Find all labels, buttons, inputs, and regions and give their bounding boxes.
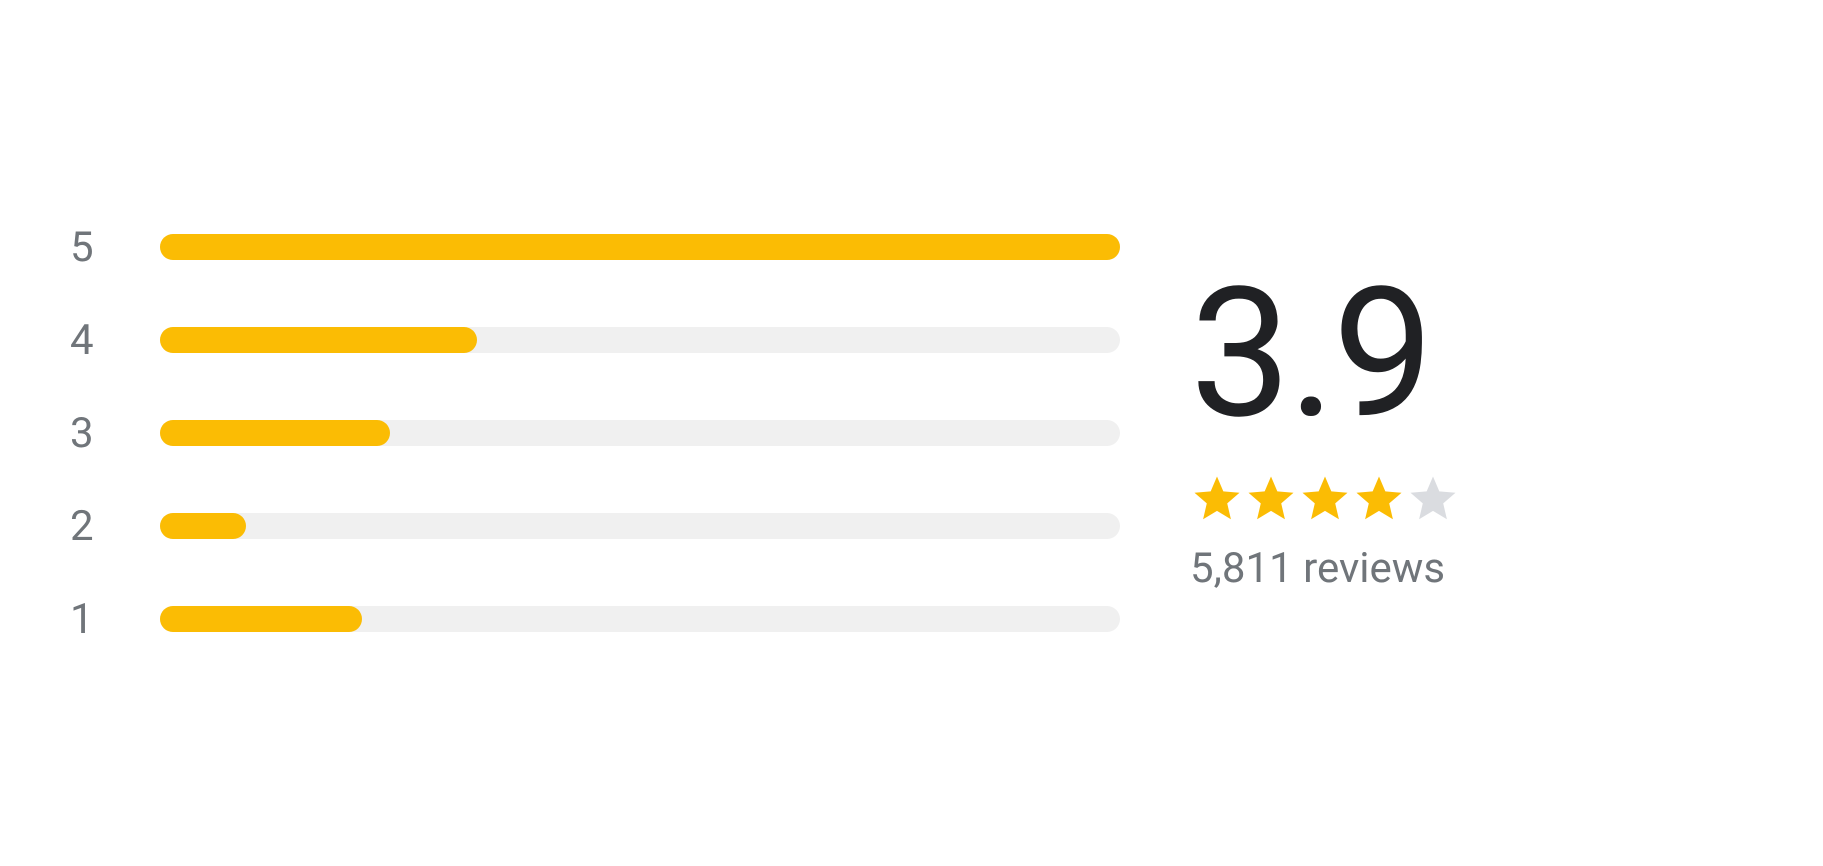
rating-bar-row: 4 [70, 316, 1120, 365]
rating-bar-label: 2 [70, 502, 100, 551]
average-rating: 3.9 [1190, 264, 1431, 444]
rating-bar-row: 3 [70, 409, 1120, 458]
review-count: 5,811 reviews [1190, 544, 1445, 593]
rating-bar-label: 3 [70, 409, 100, 458]
rating-bar-fill [160, 327, 477, 353]
review-summary: 5 4 3 2 1 [0, 0, 1823, 866]
rating-bar-fill [160, 513, 246, 539]
rating-bar-row: 5 [70, 223, 1120, 272]
rating-bar-track [160, 327, 1120, 353]
rating-bar-track [160, 234, 1120, 260]
rating-bar-fill [160, 234, 1120, 260]
rating-bar-label: 1 [70, 595, 100, 644]
rating-bar-fill [160, 420, 390, 446]
star-icon [1352, 472, 1406, 526]
rating-bar-fill [160, 606, 362, 632]
rating-bar-track [160, 606, 1120, 632]
rating-bar-row: 1 [70, 595, 1120, 644]
star-icon [1298, 472, 1352, 526]
rating-bar-row: 2 [70, 502, 1120, 551]
rating-summary: 3.9 5,811 reviews [1190, 264, 1460, 593]
rating-distribution: 5 4 3 2 1 [70, 223, 1120, 644]
rating-bar-track [160, 420, 1120, 446]
rating-bar-label: 4 [70, 316, 100, 365]
rating-bar-track [160, 513, 1120, 539]
star-icon [1190, 472, 1244, 526]
rating-bar-label: 5 [70, 223, 100, 272]
star-icon [1244, 472, 1298, 526]
star-icon [1406, 472, 1460, 526]
star-row [1190, 472, 1460, 526]
